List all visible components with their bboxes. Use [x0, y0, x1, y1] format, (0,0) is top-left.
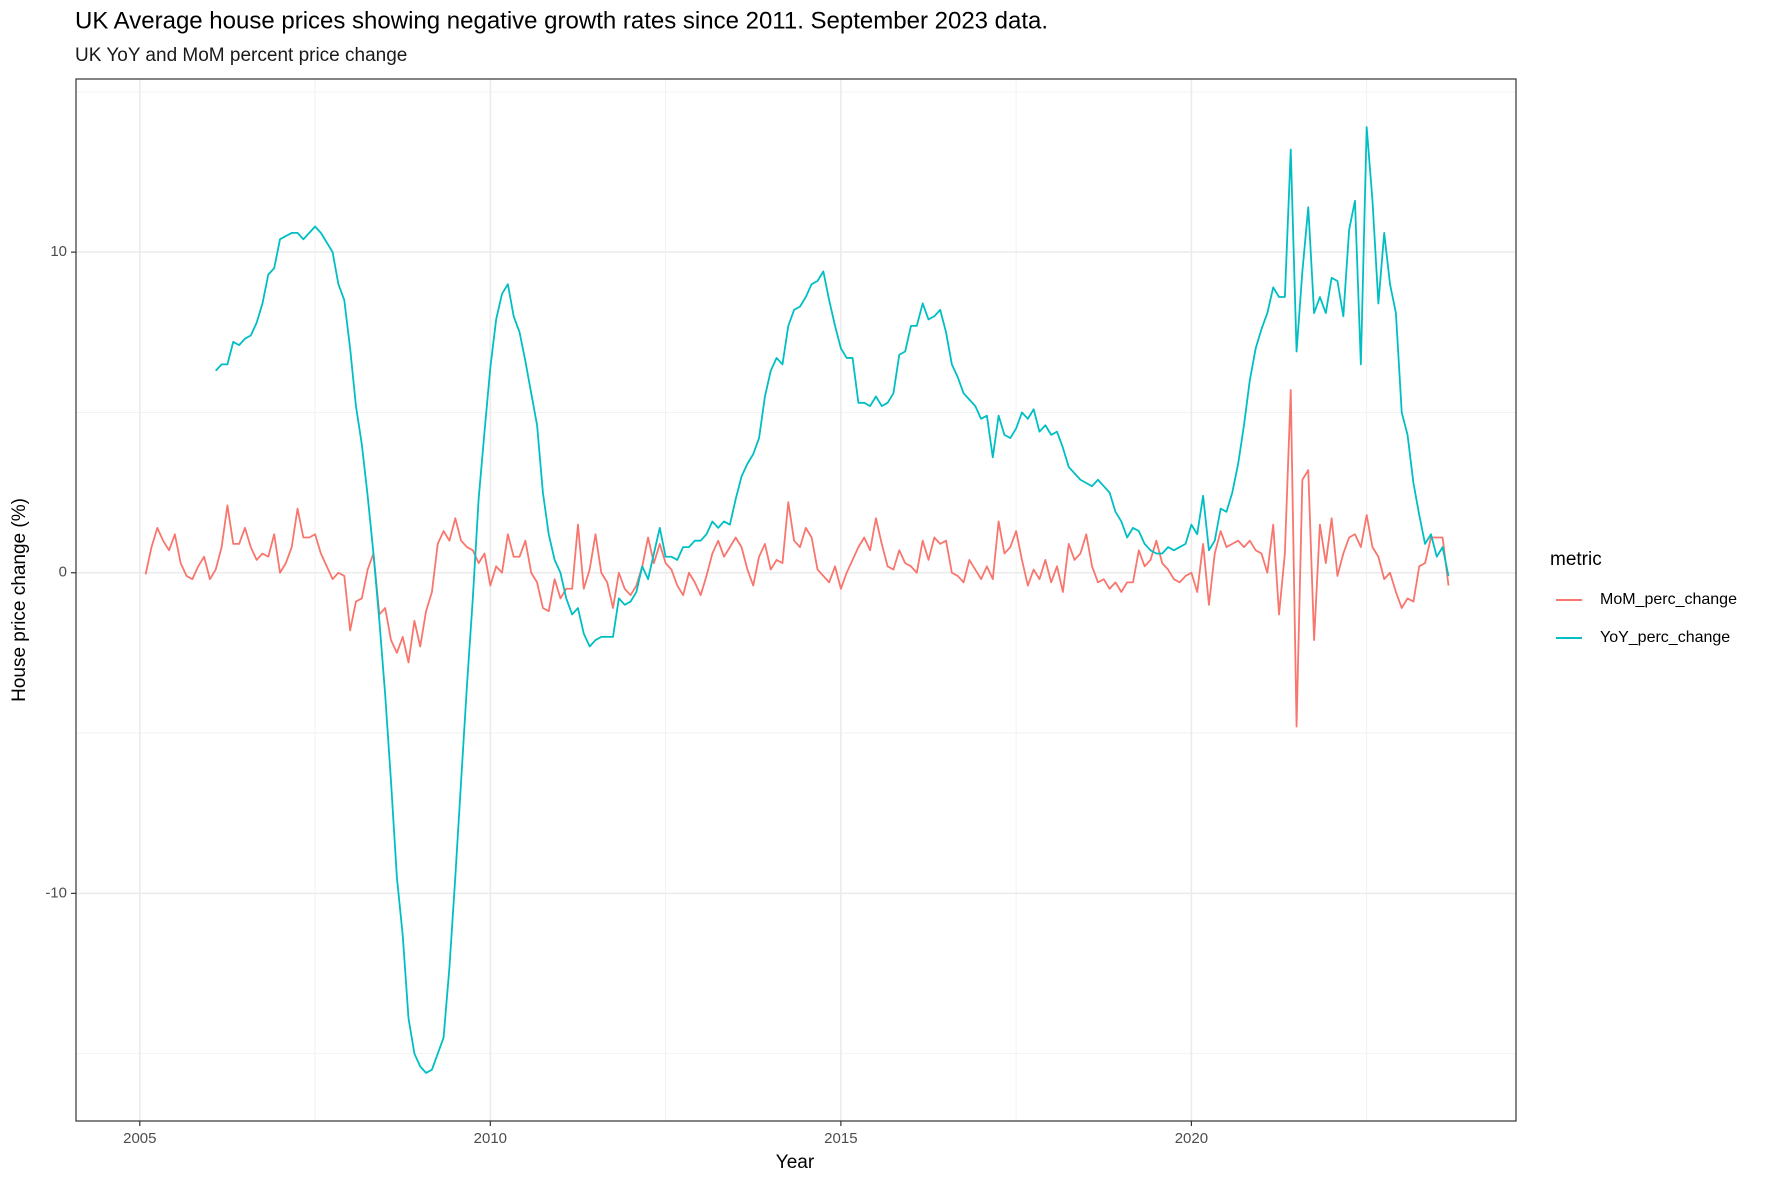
y-tick-label: 10 — [50, 243, 67, 260]
series-line — [144, 389, 1450, 728]
x-tick-label: 2010 — [474, 1130, 507, 1147]
x-tick-label: 2005 — [123, 1130, 156, 1147]
legend-label: YoY_perc_change — [1600, 629, 1730, 646]
series-line — [215, 126, 1450, 1074]
x-tick-label: 2015 — [824, 1130, 857, 1147]
plot-border — [75, 78, 1517, 1122]
chart-subtitle: UK YoY and MoM percent price change — [75, 45, 407, 66]
chart-title: UK Average house prices showing negative… — [75, 7, 1048, 34]
legend-title: metric — [1550, 549, 1602, 570]
y-axis-label: House price change (%) — [9, 498, 30, 702]
legend-label: MoM_perc_change — [1600, 591, 1737, 608]
x-tick-label: 2020 — [1175, 1130, 1208, 1147]
y-tick-label: -10 — [45, 884, 67, 901]
y-tick-label: 0 — [59, 564, 67, 581]
x-axis-label: Year — [776, 1152, 815, 1173]
